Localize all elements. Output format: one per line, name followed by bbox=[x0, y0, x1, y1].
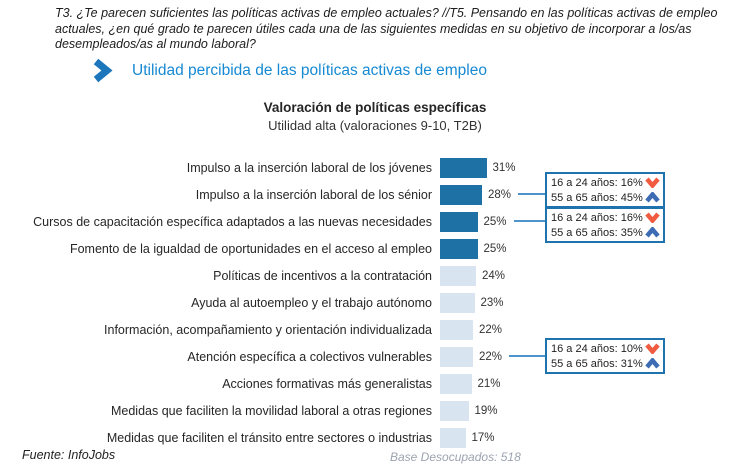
age-breakdown-callout: 16 a 24 años: 10% 55 a 65 años: 31% bbox=[545, 338, 665, 374]
arrow-up-icon bbox=[645, 358, 660, 369]
source-note: Fuente: InfoJobs bbox=[22, 448, 116, 462]
bar bbox=[440, 292, 475, 313]
arrow-up-icon bbox=[645, 192, 660, 203]
value-label: 22% bbox=[479, 323, 503, 336]
value-label: 19% bbox=[474, 404, 498, 417]
bar bbox=[440, 238, 478, 259]
callout-text: 16 a 24 años: 10% bbox=[551, 342, 643, 355]
category-label: Ayuda al autoempleo y el trabajo autónom… bbox=[191, 295, 432, 310]
value-label: 25% bbox=[483, 215, 507, 228]
category-label: Información, acompañamiento y orientació… bbox=[104, 322, 432, 337]
callout-line: 55 a 65 años: 35% bbox=[551, 225, 660, 240]
value-label: 25% bbox=[483, 242, 507, 255]
value-label: 28% bbox=[488, 188, 512, 201]
chart-row: Políticas de incentivos a la contratació… bbox=[0, 262, 739, 289]
bar bbox=[440, 427, 466, 448]
value-label: 24% bbox=[482, 269, 506, 282]
section-title: Utilidad percibida de las políticas acti… bbox=[132, 61, 487, 79]
arrow-up-icon bbox=[645, 227, 660, 238]
bar bbox=[440, 265, 476, 286]
callout-text: 55 a 65 años: 31% bbox=[551, 357, 643, 370]
chart-row: Acciones formativas más generalistas 21% bbox=[0, 370, 739, 397]
section-header: Utilidad percibida de las políticas acti… bbox=[88, 57, 487, 84]
chart-title-block: Valoración de políticas específicas Util… bbox=[150, 100, 600, 133]
value-label: 17% bbox=[471, 431, 495, 444]
bar bbox=[440, 319, 473, 340]
category-label: Cursos de capacitación específica adapta… bbox=[33, 214, 432, 229]
arrow-down-icon bbox=[645, 212, 660, 223]
chart-row: Información, acompañamiento y orientació… bbox=[0, 316, 739, 343]
bar bbox=[440, 184, 482, 205]
category-label: Impulso a la inserción laboral de los jó… bbox=[186, 160, 432, 175]
category-label: Políticas de incentivos a la contratació… bbox=[213, 268, 432, 283]
bar bbox=[440, 373, 472, 394]
chart-row: Ayuda al autoempleo y el trabajo autónom… bbox=[0, 289, 739, 316]
bar bbox=[440, 157, 487, 178]
callout-line: 16 a 24 años: 16% bbox=[551, 210, 660, 225]
bar-chart: Impulso a la inserción laboral de los jó… bbox=[0, 154, 739, 451]
survey-question-text: T3. ¿Te parecen suficientes las política… bbox=[55, 6, 718, 51]
callout-text: 55 a 65 años: 35% bbox=[551, 226, 643, 239]
bar bbox=[440, 400, 469, 421]
chart-row: Impulso a la inserción laboral de los sé… bbox=[0, 181, 739, 208]
callout-connector-line bbox=[513, 220, 545, 222]
chart-row: Medidas que faciliten la movilidad labor… bbox=[0, 397, 739, 424]
chart-row: Cursos de capacitación específica adapta… bbox=[0, 208, 739, 235]
category-label: Atención específica a colectivos vulnera… bbox=[187, 349, 432, 364]
chevron-right-icon bbox=[88, 57, 115, 84]
bar bbox=[440, 346, 473, 367]
callout-connector-line bbox=[518, 193, 545, 195]
callout-line: 55 a 65 años: 31% bbox=[551, 356, 660, 371]
callout-text: 55 a 65 años: 45% bbox=[551, 191, 643, 204]
value-label: 22% bbox=[479, 350, 503, 363]
chart-row: Atención específica a colectivos vulnera… bbox=[0, 343, 739, 370]
category-label: Acciones formativas más generalistas bbox=[222, 376, 432, 391]
callout-line: 55 a 65 años: 45% bbox=[551, 190, 660, 205]
base-note: Base Desocupados: 518 bbox=[390, 450, 521, 464]
age-breakdown-callout: 16 a 24 años: 16% 55 a 65 años: 45% bbox=[545, 172, 665, 208]
arrow-down-icon bbox=[645, 177, 660, 188]
callout-line: 16 a 24 años: 16% bbox=[551, 175, 660, 190]
chart-row: Medidas que faciliten el tránsito entre … bbox=[0, 424, 739, 451]
age-breakdown-callout: 16 a 24 años: 16% 55 a 65 años: 35% bbox=[545, 207, 665, 243]
chart-subtitle: Utilidad alta (valoraciones 9-10, T2B) bbox=[268, 118, 482, 133]
chart-title: Valoración de políticas específicas bbox=[263, 100, 487, 115]
value-label: 21% bbox=[477, 377, 501, 390]
value-label: 23% bbox=[480, 296, 504, 309]
value-label: 31% bbox=[492, 161, 516, 174]
callout-connector-line bbox=[509, 355, 545, 357]
category-label: Impulso a la inserción laboral de los sé… bbox=[195, 187, 432, 202]
callout-text: 16 a 24 años: 16% bbox=[551, 176, 643, 189]
category-label: Medidas que faciliten la movilidad labor… bbox=[110, 403, 432, 418]
chart-row: Fomento de la igualdad de oportunidades … bbox=[0, 235, 739, 262]
category-label: Fomento de la igualdad de oportunidades … bbox=[69, 241, 432, 256]
arrow-down-icon bbox=[645, 343, 660, 354]
category-label: Medidas que faciliten el tránsito entre … bbox=[106, 430, 432, 445]
callout-line: 16 a 24 años: 10% bbox=[551, 341, 660, 356]
chart-row: Impulso a la inserción laboral de los jó… bbox=[0, 154, 739, 181]
bar bbox=[440, 211, 478, 232]
callout-text: 16 a 24 años: 16% bbox=[551, 211, 643, 224]
